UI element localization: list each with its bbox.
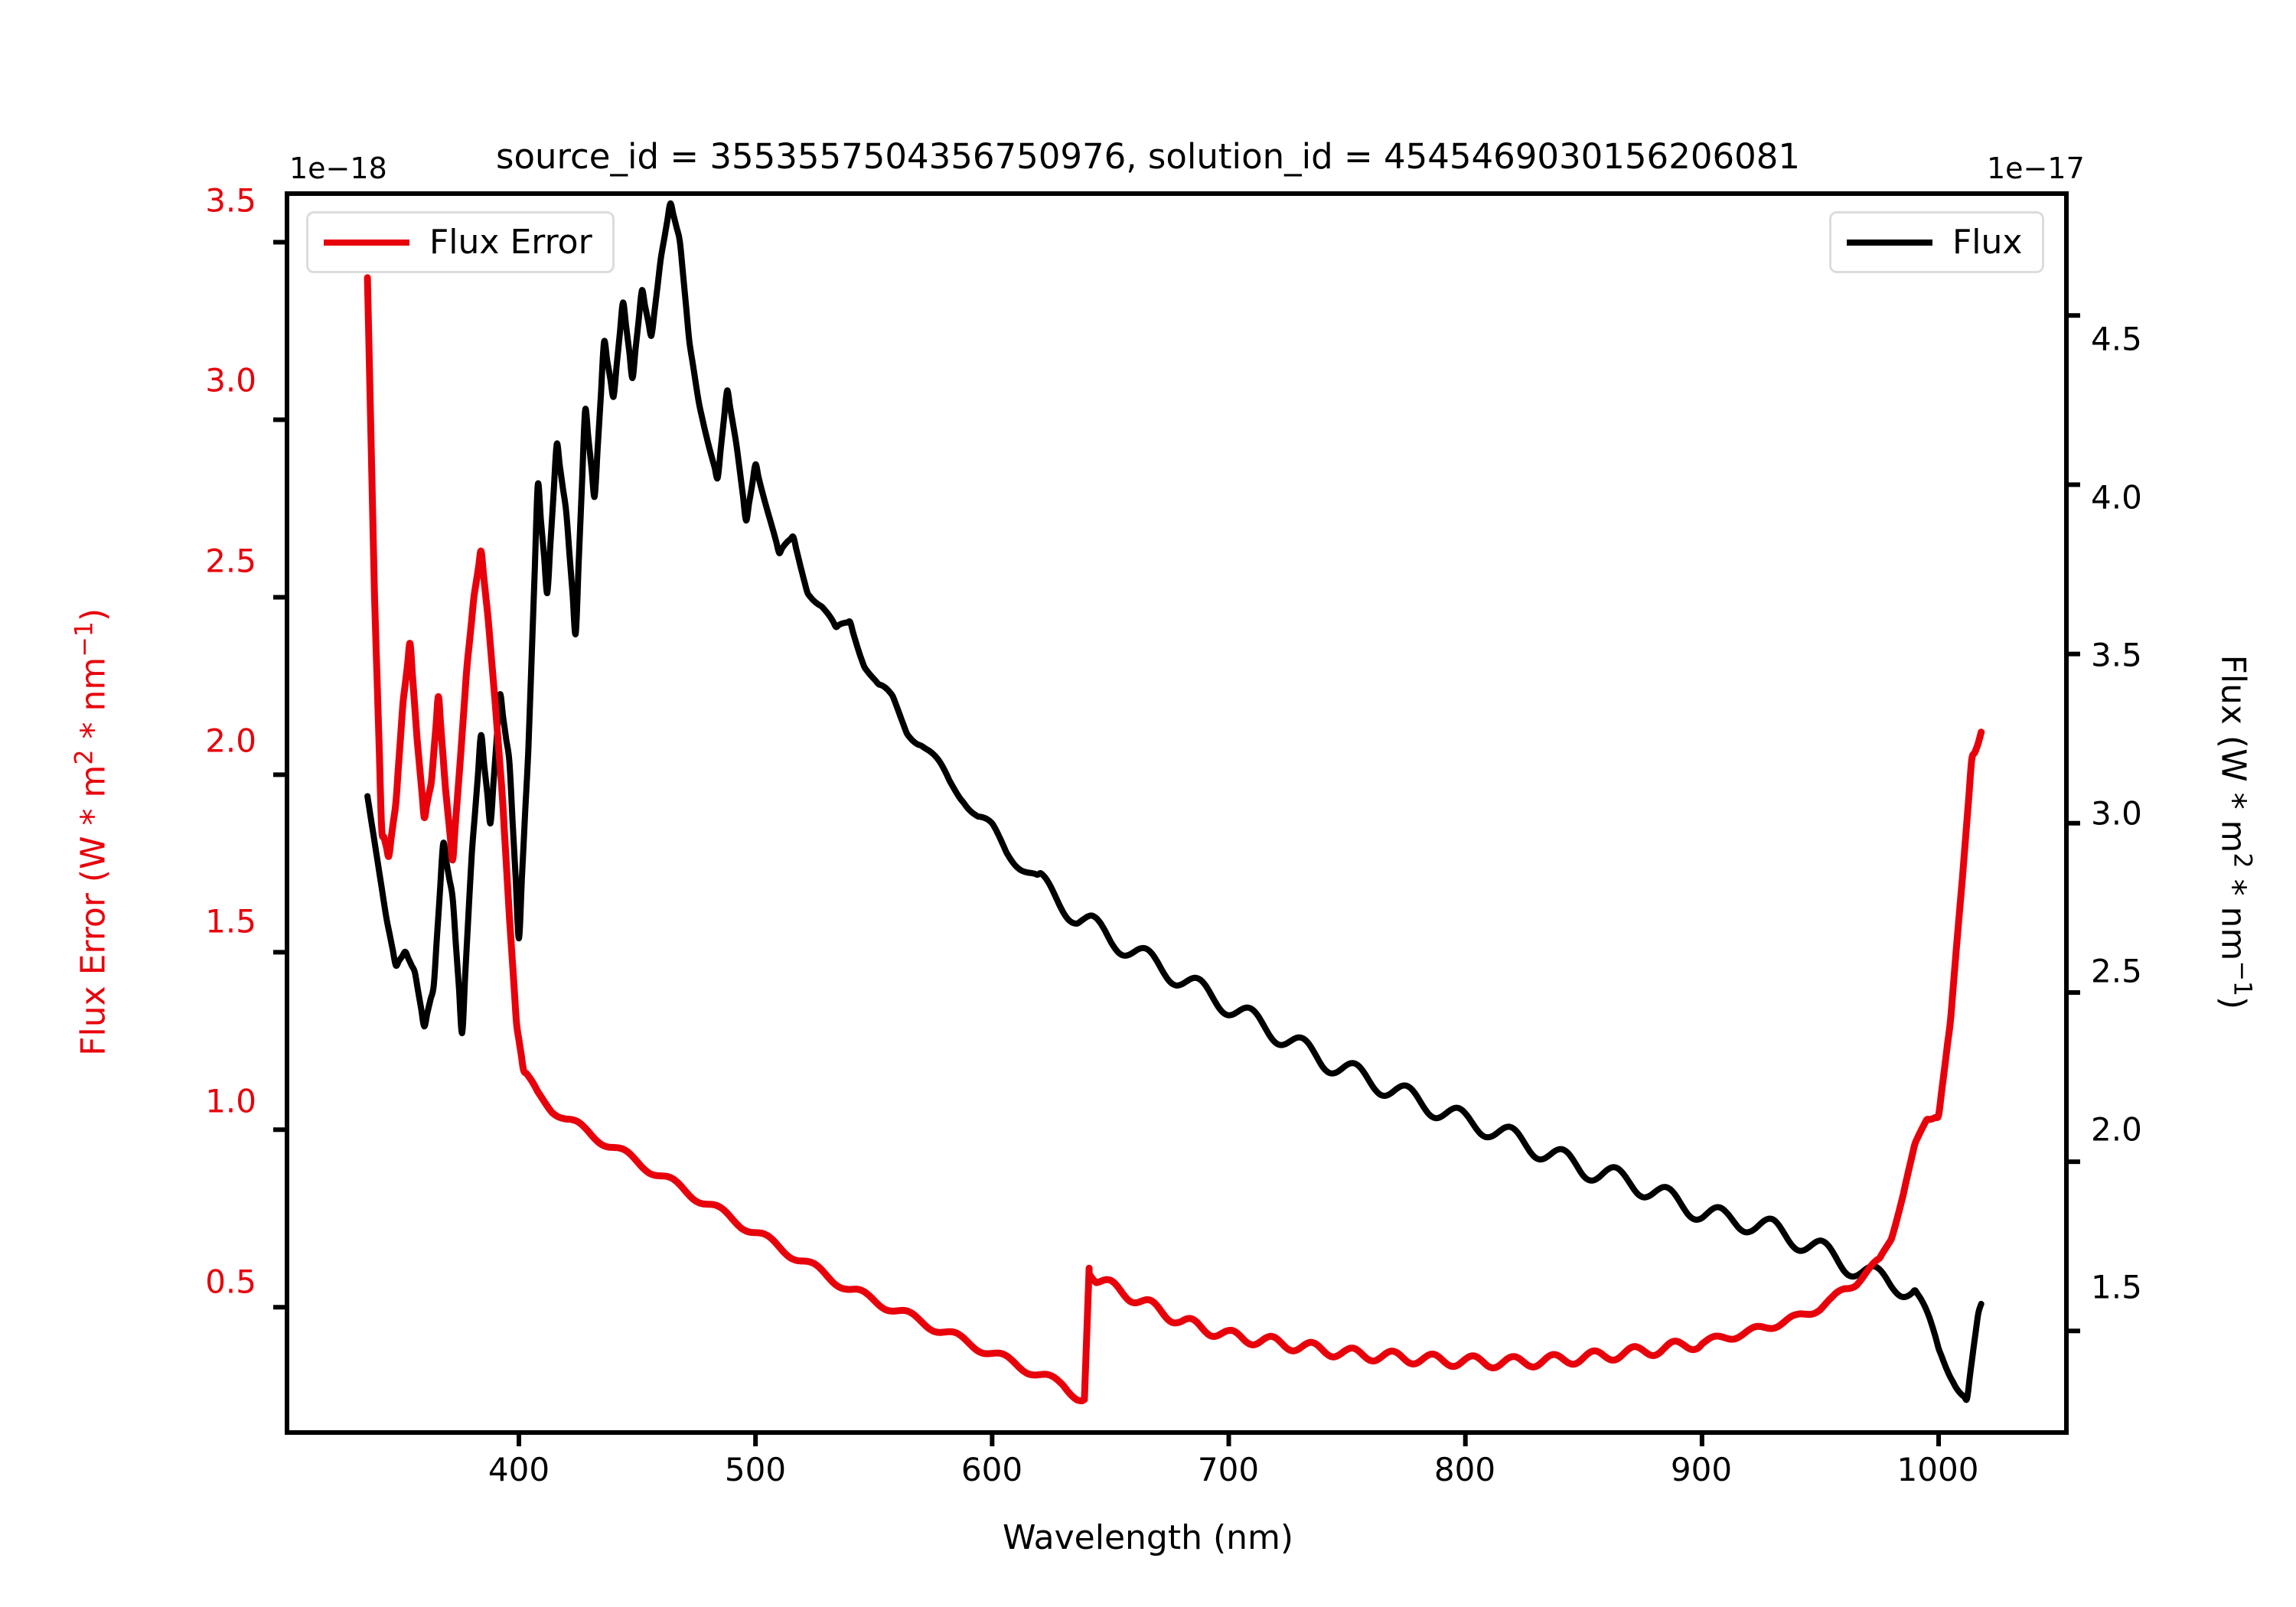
legend-label-flux-error: Flux Error bbox=[429, 223, 592, 262]
y-right-tick-label: 4.5 bbox=[2091, 320, 2142, 358]
series-line-flux-error bbox=[364, 274, 1985, 1405]
x-tick-label: 700 bbox=[1197, 1451, 1260, 1488]
y-left-tick-label: 3.0 bbox=[205, 361, 256, 399]
y-left-tick-label: 2.5 bbox=[205, 542, 256, 580]
y-right-tick-label: 4.0 bbox=[2091, 478, 2142, 517]
axis-tick-marks bbox=[273, 240, 2080, 1446]
legend-swatch-flux bbox=[1847, 239, 1932, 246]
y-right-tick-label: 2.5 bbox=[2091, 952, 2142, 990]
x-axis-label: Wavelength (nm) bbox=[1002, 1518, 1294, 1557]
x-tick-label: 800 bbox=[1433, 1451, 1496, 1488]
legend-label-flux: Flux bbox=[1952, 223, 2023, 262]
y-left-tick-label: 1.0 bbox=[205, 1082, 256, 1120]
x-tick-label: 600 bbox=[960, 1451, 1023, 1488]
y-left-tick-label: 1.5 bbox=[205, 902, 256, 940]
legend-flux-error[interactable]: Flux Error bbox=[306, 211, 615, 273]
x-tick-label: 1000 bbox=[1896, 1451, 1979, 1488]
y-right-tick-label: 3.0 bbox=[2091, 794, 2142, 833]
right-axis-offset-label: 1e−17 bbox=[1987, 152, 2085, 185]
axis-spines bbox=[285, 191, 2069, 1435]
legend-flux[interactable]: Flux bbox=[1829, 211, 2045, 273]
x-tick-label: 500 bbox=[724, 1451, 787, 1488]
x-tick-label: 900 bbox=[1670, 1451, 1733, 1488]
legend-swatch-flux-error bbox=[324, 239, 409, 246]
chart-title: source_id = 3553557504356750976, solutio… bbox=[496, 136, 1800, 177]
y-left-tick-label: 0.5 bbox=[205, 1263, 256, 1301]
y-right-tick-label: 2.0 bbox=[2091, 1110, 2142, 1149]
x-tick-label: 400 bbox=[488, 1451, 550, 1488]
y-left-tick-label: 3.5 bbox=[205, 181, 256, 220]
left-axis-offset-label: 1e−18 bbox=[289, 152, 387, 185]
series-line-flux bbox=[364, 200, 1985, 1403]
y-right-tick-label: 3.5 bbox=[2091, 636, 2142, 674]
y-right-tick-label: 1.5 bbox=[2091, 1268, 2142, 1306]
y-left-tick-label: 2.0 bbox=[205, 722, 256, 760]
